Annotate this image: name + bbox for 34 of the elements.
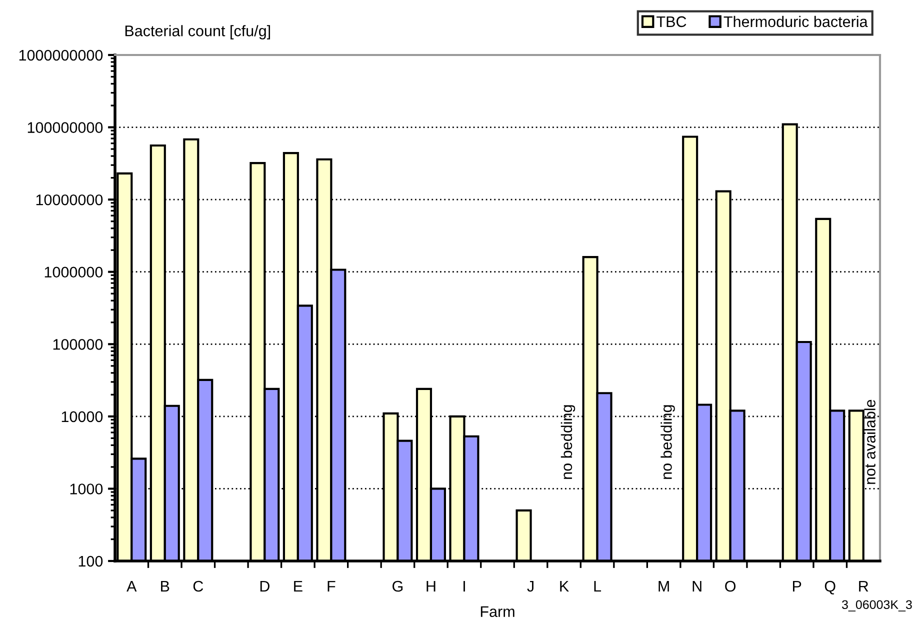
x-tick-label: J (527, 581, 534, 592)
x-tick-label: D (260, 581, 270, 592)
x-tick-label: E (294, 581, 302, 592)
x-tick-label: P (793, 581, 802, 592)
x-tick-label: F (328, 581, 336, 592)
annotation: not available (864, 400, 876, 484)
x-tick-label: G (392, 580, 403, 592)
y-tick-label: 1000000000 (19, 50, 103, 61)
y-tick-label: 10000 (62, 411, 103, 422)
x-tick-label: I (464, 581, 465, 592)
y-tick-label: 100000 (53, 339, 103, 350)
y-axis-title: Bacterial count [cfu/g] (125, 25, 270, 40)
x-tick-label: K (560, 581, 569, 592)
x-tick-label: O (725, 580, 736, 592)
annotation: no bedding (560, 405, 576, 479)
x-tick-label: M (658, 581, 669, 592)
text: 3_06003K_3 (842, 600, 912, 612)
x-tick-label: Q (824, 580, 836, 594)
x-tick-label: L (594, 581, 602, 592)
y-tick-label: 10000000 (36, 194, 103, 206)
legend-label: Thermoduric bacteria (724, 16, 868, 28)
x-tick-label: R (859, 581, 868, 592)
y-tick-label: 100 (78, 556, 103, 567)
legend-label: TBC (656, 16, 686, 28)
x-tick-label: B (161, 581, 170, 592)
x-tick-label: H (426, 581, 436, 592)
y-tick-label: 100000000 (28, 122, 103, 133)
x-tick-label: N (692, 581, 702, 592)
x-tick-label: C (193, 580, 204, 592)
y-tick-label: 1000000 (44, 266, 103, 278)
y-tick-label: 1000 (70, 484, 103, 494)
x-tick-label: A (126, 581, 137, 592)
annotation: no bedding (660, 405, 675, 479)
x-axis-title: Farm (480, 606, 514, 618)
